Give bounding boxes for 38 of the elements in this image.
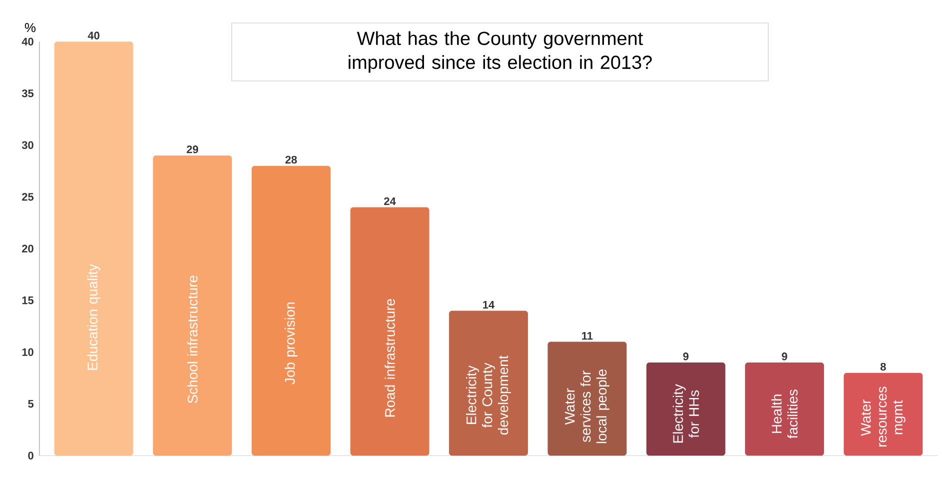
data-label: 8 (880, 362, 886, 371)
chart-title: What has the County government improved since its election in 2013? (348, 31, 652, 73)
bar (745, 362, 824, 456)
y-tick-label: 35 (22, 89, 34, 98)
y-tick-label: 30 (22, 141, 34, 150)
x-tick-label: Health facilities (771, 390, 798, 438)
x-tick-label: Job provision (284, 302, 298, 384)
y-axis-title: % (24, 23, 36, 32)
y-tick-label: 25 (22, 193, 34, 201)
y-tick-label: 40 (22, 38, 34, 46)
y-tick-label: 10 (22, 348, 34, 356)
x-tick-label: Electricity for HHs (672, 384, 699, 443)
bar (548, 342, 627, 456)
data-label: 24 (384, 197, 396, 206)
x-tick-label: Education quality (87, 264, 100, 370)
y-tick-label: 20 (22, 244, 34, 252)
bar (252, 166, 331, 456)
bar (350, 207, 430, 456)
bar (844, 372, 923, 456)
y-tick-label: 0 (28, 452, 34, 460)
data-label: 14 (483, 300, 495, 309)
data-label: 28 (285, 156, 297, 164)
x-tick-label: Water resources mgmt (861, 386, 906, 446)
x-tick-label: School infrastructure (187, 276, 198, 404)
y-tick-label: 5 (28, 400, 34, 408)
data-label: 9 (683, 352, 688, 360)
bar (54, 42, 134, 456)
x-tick-label: Road infrastructure (384, 298, 395, 417)
y-tick-label: 15 (22, 296, 34, 304)
bar (646, 362, 726, 456)
data-label: 40 (88, 32, 100, 40)
data-label: 9 (782, 352, 788, 360)
x-tick-label: Electricity for County development (466, 355, 511, 435)
bar (449, 310, 528, 456)
x-tick-label: Water services for local people (564, 369, 610, 444)
data-label: 11 (582, 332, 593, 340)
bar (152, 155, 232, 456)
data-label: 29 (186, 146, 198, 154)
